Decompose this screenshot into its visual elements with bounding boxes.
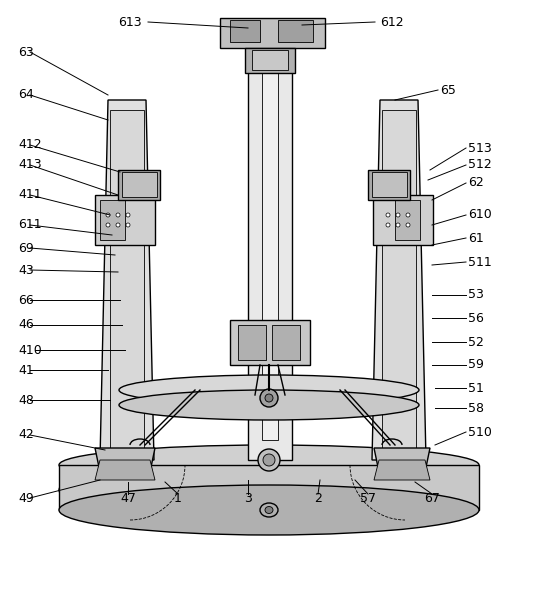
Polygon shape [372,100,426,460]
Text: 67: 67 [424,492,440,505]
Text: 57: 57 [360,492,376,505]
Text: 58: 58 [468,401,484,414]
Text: 69: 69 [18,242,34,255]
Bar [122,172,157,197]
Bar [278,20,313,42]
Text: 66: 66 [18,294,34,307]
Ellipse shape [386,213,390,217]
Polygon shape [100,100,154,460]
Bar [230,20,260,42]
Bar [372,172,407,197]
Text: 62: 62 [468,176,483,190]
Ellipse shape [59,460,479,520]
Ellipse shape [59,445,479,485]
Text: 413: 413 [18,158,42,172]
Ellipse shape [59,485,479,535]
Text: 513: 513 [468,142,492,154]
Bar [245,48,295,73]
Bar [373,195,433,245]
Polygon shape [374,460,430,480]
Bar [382,110,416,450]
Bar [272,325,300,360]
Bar [95,195,155,245]
Ellipse shape [260,503,278,517]
Text: 613: 613 [118,16,142,29]
Bar [220,18,325,48]
Text: 56: 56 [468,312,484,325]
Polygon shape [59,465,479,510]
Text: 49: 49 [18,492,34,505]
Text: 47: 47 [120,492,136,505]
Bar [262,40,278,440]
Text: 612: 612 [380,16,404,29]
Text: 65: 65 [440,84,456,96]
Text: 42: 42 [18,429,34,441]
Text: 64: 64 [18,89,34,102]
Text: 510: 510 [468,426,492,438]
Text: 41: 41 [18,364,34,377]
Ellipse shape [396,223,400,227]
Text: 2: 2 [314,492,322,505]
Ellipse shape [263,454,275,466]
Ellipse shape [106,213,110,217]
Bar [368,170,410,200]
Ellipse shape [386,223,390,227]
Text: 411: 411 [18,188,42,202]
Ellipse shape [126,213,130,217]
Text: 512: 512 [468,158,492,172]
Bar [252,50,288,70]
Ellipse shape [126,223,130,227]
Polygon shape [95,448,155,472]
Polygon shape [95,460,155,480]
Text: 43: 43 [18,264,34,276]
Text: 48: 48 [18,393,34,407]
Ellipse shape [119,390,419,420]
Ellipse shape [396,213,400,217]
Text: 52: 52 [468,335,484,349]
Ellipse shape [119,375,419,405]
Bar [118,170,160,200]
Ellipse shape [406,223,410,227]
Text: 63: 63 [18,45,34,59]
Text: 611: 611 [18,218,42,231]
Bar [395,200,420,240]
Text: 59: 59 [468,358,484,371]
Text: 1: 1 [174,492,182,505]
Text: 412: 412 [18,139,42,151]
Text: 53: 53 [468,288,484,301]
Ellipse shape [116,223,120,227]
Bar [110,110,144,450]
Bar [100,200,125,240]
Ellipse shape [116,213,120,217]
Text: 51: 51 [468,382,484,395]
Bar [230,320,310,365]
Text: 511: 511 [468,255,492,269]
Ellipse shape [265,394,273,402]
Polygon shape [374,448,430,472]
Text: 46: 46 [18,319,34,331]
Bar [248,30,292,460]
Ellipse shape [265,507,273,514]
Ellipse shape [406,213,410,217]
Text: 3: 3 [244,492,252,505]
Bar [238,325,266,360]
Ellipse shape [106,223,110,227]
Ellipse shape [258,449,280,471]
Ellipse shape [260,389,278,407]
Text: 410: 410 [18,343,42,356]
Text: 61: 61 [468,231,483,245]
Text: 610: 610 [468,209,492,221]
